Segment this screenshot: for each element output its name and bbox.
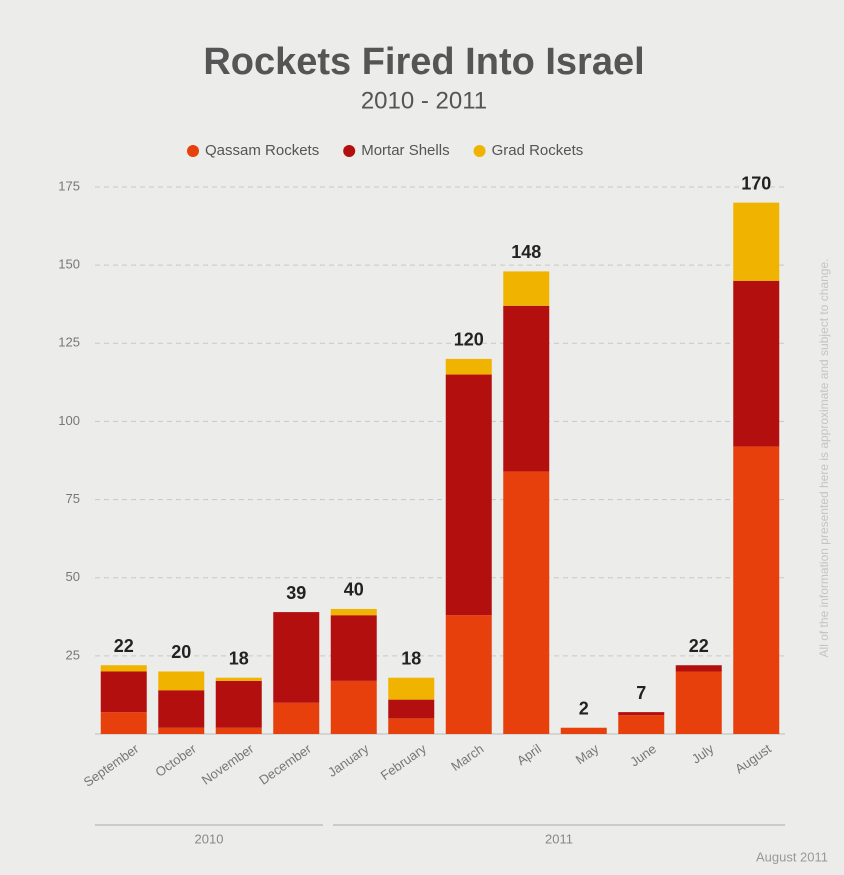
bar-segment bbox=[445, 358, 492, 375]
bar-segment bbox=[158, 727, 205, 734]
total-label: 120 bbox=[454, 330, 484, 350]
bar-segment bbox=[100, 665, 147, 672]
total-label: 7 bbox=[636, 683, 646, 703]
bar-segment bbox=[215, 677, 262, 681]
bar-segment bbox=[733, 280, 780, 447]
bar-segment bbox=[215, 680, 262, 728]
bar-segment bbox=[675, 671, 722, 734]
legend-marker bbox=[343, 145, 356, 157]
total-label: 22 bbox=[114, 636, 134, 656]
legend-marker bbox=[187, 145, 199, 157]
total-label: 2 bbox=[579, 698, 589, 718]
bar-segment bbox=[733, 202, 780, 281]
bar-segment bbox=[330, 608, 377, 616]
footer: August 2011 bbox=[756, 849, 828, 864]
bar-segment bbox=[273, 702, 320, 734]
bar-segment bbox=[503, 471, 550, 734]
total-label: 18 bbox=[401, 648, 421, 668]
total-label: 39 bbox=[286, 583, 306, 603]
bar-segment bbox=[100, 712, 147, 734]
group-label: 2010 bbox=[195, 831, 224, 846]
y-tick-label: 125 bbox=[58, 335, 80, 350]
total-label: 20 bbox=[171, 642, 191, 662]
legend-label: Mortar Shells bbox=[361, 142, 449, 159]
total-label: 148 bbox=[511, 242, 541, 262]
total-label: 170 bbox=[741, 173, 771, 193]
bar-segment bbox=[158, 671, 205, 691]
bar-segment bbox=[503, 305, 550, 472]
bar-segment bbox=[618, 712, 665, 716]
bar-segment bbox=[388, 699, 435, 719]
y-tick-label: 150 bbox=[58, 257, 80, 272]
y-tick-label: 100 bbox=[58, 413, 80, 428]
bar-segment bbox=[560, 727, 607, 734]
chart-title: Rockets Fired Into Israel bbox=[203, 41, 644, 83]
y-tick-label: 175 bbox=[58, 178, 80, 193]
legend-label: Grad Rockets bbox=[492, 142, 584, 159]
legend-label: Qassam Rockets bbox=[205, 142, 319, 159]
y-tick-label: 75 bbox=[66, 491, 80, 506]
total-label: 18 bbox=[229, 648, 249, 668]
bar-segment bbox=[100, 671, 147, 713]
bar-segment bbox=[503, 271, 550, 306]
bar-segment bbox=[158, 690, 205, 728]
bar-segment bbox=[330, 680, 377, 734]
bar-segment bbox=[618, 715, 665, 734]
bar-segment bbox=[330, 615, 377, 681]
legend-marker bbox=[473, 145, 486, 157]
y-tick-label: 25 bbox=[66, 647, 80, 662]
total-label: 22 bbox=[689, 636, 709, 656]
bar-segment bbox=[445, 615, 492, 734]
bar-segment bbox=[675, 665, 722, 672]
group-label: 2011 bbox=[545, 831, 573, 846]
bar-segment bbox=[388, 677, 435, 700]
bar-segment bbox=[273, 612, 320, 703]
total-label: 40 bbox=[344, 580, 364, 600]
bar-segment bbox=[388, 718, 435, 734]
side-note: All of the information presented here is… bbox=[817, 259, 831, 658]
chart-subtitle: 2010 - 2011 bbox=[361, 87, 487, 114]
bar-segment bbox=[445, 374, 492, 616]
bar-segment bbox=[215, 727, 262, 734]
bar-segment bbox=[733, 446, 780, 734]
y-tick-label: 50 bbox=[66, 569, 80, 584]
